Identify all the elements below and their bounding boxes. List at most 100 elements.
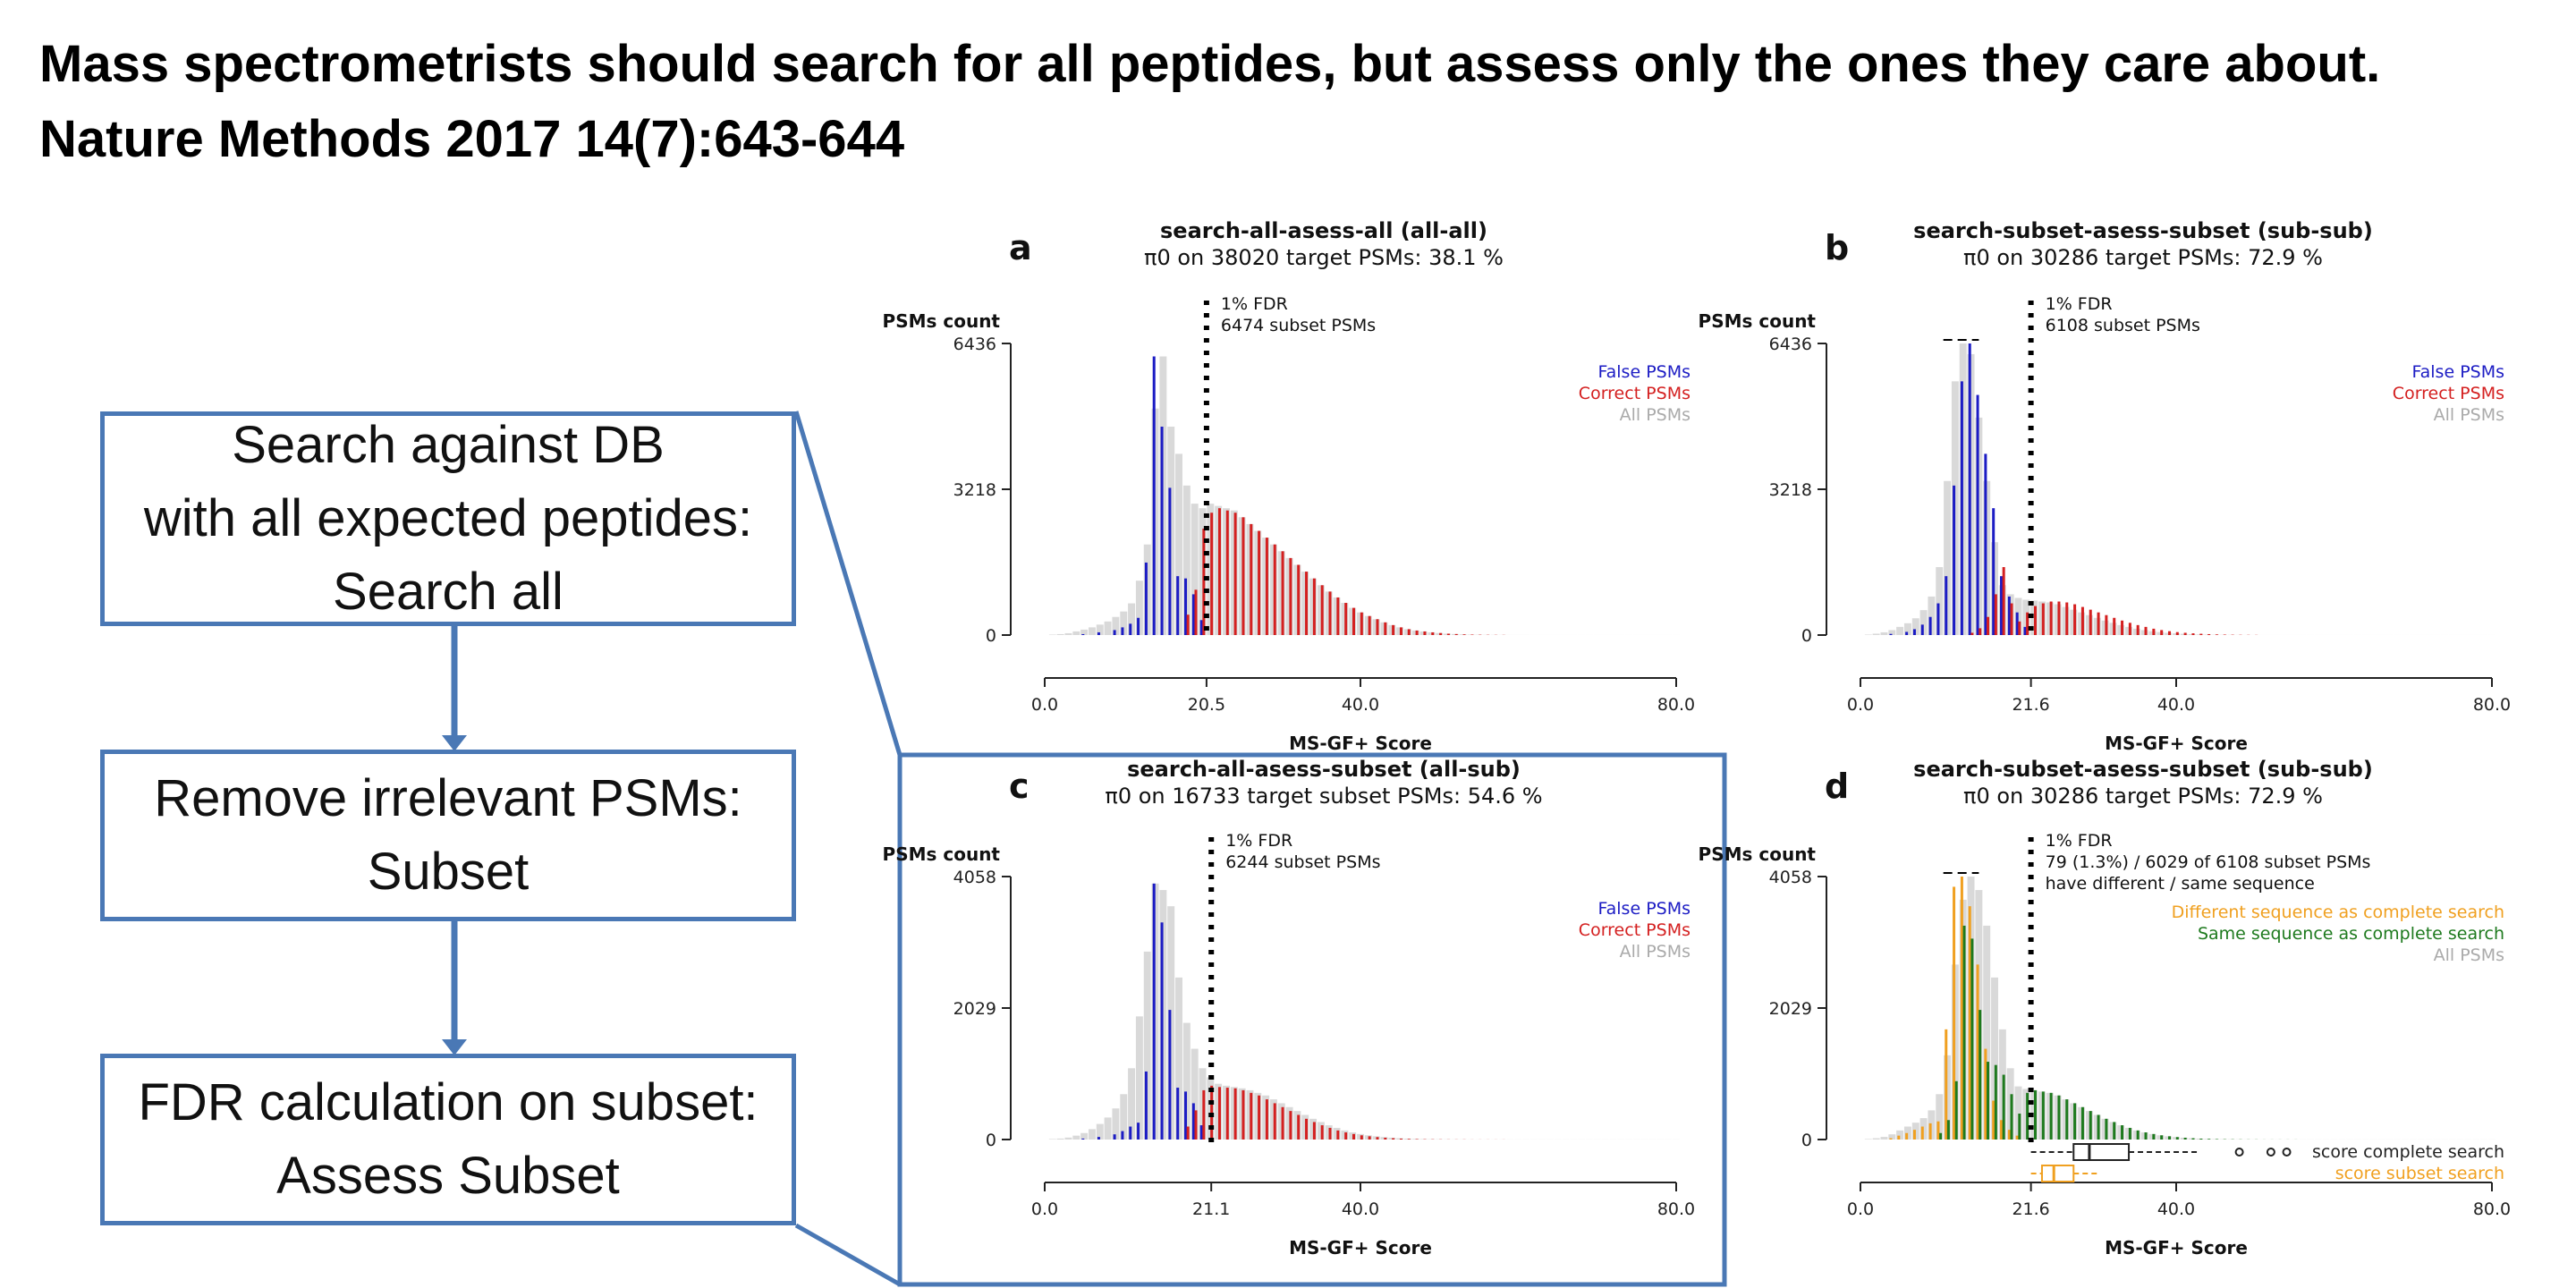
bar-same-sequence bbox=[2002, 1074, 2005, 1140]
bar-correct-psms bbox=[2049, 601, 2053, 635]
bar-all-psms bbox=[1888, 630, 1896, 635]
x-tick-label: 40.0 bbox=[1342, 695, 1379, 715]
legend-entry: Different sequence as complete search bbox=[2172, 902, 2504, 922]
bar-false-psms bbox=[1137, 1123, 1140, 1140]
bar-correct-psms bbox=[1305, 572, 1309, 635]
bar-false-psms bbox=[2000, 576, 2004, 635]
bar-correct-psms bbox=[1312, 578, 1316, 635]
legend-entry: Same sequence as complete search bbox=[2198, 924, 2504, 944]
bar-correct-psms bbox=[1407, 629, 1411, 635]
bar-correct-psms bbox=[1258, 530, 1261, 635]
y-tick-label: 2029 bbox=[1769, 999, 1812, 1019]
bar-same-sequence bbox=[2097, 1114, 2100, 1140]
bar-correct-psms bbox=[1392, 624, 1395, 635]
boxplot-label: score complete search bbox=[2312, 1142, 2504, 1162]
bar-correct-psms bbox=[1320, 1125, 1324, 1140]
bar-false-psms bbox=[1144, 562, 1148, 635]
bar-all-psms bbox=[1120, 611, 1128, 635]
bar-same-sequence bbox=[1962, 925, 1966, 1140]
boxplot-box bbox=[2040, 1165, 2075, 1182]
title-line-2: Nature Methods 2017 14(7):643-644 bbox=[39, 110, 905, 168]
bar-correct-psms bbox=[1431, 631, 1435, 635]
bar-same-sequence bbox=[2010, 1094, 2013, 1140]
y-axis-label: PSMs count bbox=[1699, 310, 1817, 332]
chart-subtitle: π0 on 30286 target PSMs: 72.9 % bbox=[1963, 245, 2323, 270]
chart-title: search-all-asess-all (all-all) bbox=[1160, 218, 1487, 243]
bar-all-psms bbox=[1088, 627, 1096, 635]
bar-false-psms bbox=[1928, 616, 1932, 635]
bar-correct-psms bbox=[2073, 604, 2077, 635]
legend-entry: Correct PSMs bbox=[1579, 384, 1690, 403]
bar-correct-psms bbox=[1210, 513, 1214, 635]
bar-correct-psms bbox=[1289, 557, 1292, 635]
y-axis-label: PSMs count bbox=[883, 310, 1001, 332]
x-axis-label: MS-GF+ Score bbox=[2105, 1237, 2248, 1258]
chart-panel-c: c search-all-asess-subset (all-sub)π0 on … bbox=[883, 757, 1696, 1258]
connector-top bbox=[793, 411, 902, 756]
bar-correct-psms bbox=[2002, 567, 2005, 635]
bar-same-sequence bbox=[2033, 1089, 2037, 1140]
bar-different-sequence bbox=[1945, 1029, 1948, 1140]
bar-correct-psms bbox=[1233, 513, 1237, 635]
bar-false-psms bbox=[1129, 623, 1132, 635]
bar-false-psms bbox=[1176, 576, 1180, 635]
bar-correct-psms bbox=[1225, 510, 1229, 635]
bar-same-sequence bbox=[1946, 1120, 1950, 1140]
bar-all-psms bbox=[1182, 485, 1191, 635]
bar-all-psms bbox=[1143, 951, 1151, 1140]
bar-correct-psms bbox=[1344, 603, 1348, 635]
bar-correct-psms bbox=[1423, 631, 1427, 635]
bar-all-psms bbox=[1991, 977, 1998, 1140]
bar-all-psms bbox=[1096, 624, 1104, 635]
flow-step-3-line-2: Assess Subset bbox=[276, 1147, 620, 1205]
bar-correct-psms bbox=[1360, 1135, 1363, 1140]
chart-subtitle: π0 on 30286 target PSMs: 72.9 % bbox=[1963, 784, 2323, 809]
bar-different-sequence bbox=[1897, 1135, 1901, 1140]
bar-same-sequence bbox=[1987, 1062, 1990, 1140]
bar-correct-psms bbox=[2191, 633, 2195, 635]
bar-correct-psms bbox=[1376, 1137, 1379, 1140]
bar-correct-psms bbox=[2018, 621, 2021, 635]
bar-different-sequence bbox=[1960, 877, 1963, 1140]
charts-group: a search-all-asess-all (all-all)π0 on 380… bbox=[883, 218, 2512, 1258]
bar-correct-psms bbox=[2152, 628, 2156, 635]
bar-correct-psms bbox=[1194, 1110, 1198, 1140]
bar-same-sequence bbox=[2073, 1103, 2077, 1140]
bar-different-sequence bbox=[1936, 1121, 1940, 1140]
bar-false-psms bbox=[1168, 487, 1172, 635]
y-tick-label: 0 bbox=[986, 1131, 996, 1150]
bar-false-psms bbox=[1152, 356, 1156, 635]
bar-correct-psms bbox=[1336, 597, 1340, 635]
bar-false-psms bbox=[1191, 1103, 1195, 1140]
y-axis-label: PSMs count bbox=[883, 843, 1001, 865]
bar-correct-psms bbox=[2160, 630, 2164, 635]
bar-correct-psms bbox=[1281, 1106, 1284, 1140]
bar-all-psms bbox=[1072, 631, 1080, 635]
bar-correct-psms bbox=[1258, 1095, 1261, 1140]
bar-correct-psms bbox=[2113, 617, 2116, 635]
legend-entry: False PSMs bbox=[1597, 899, 1690, 919]
bar-correct-psms bbox=[2026, 612, 2029, 635]
bar-false-psms bbox=[1889, 633, 1893, 635]
fdr-count: 6474 subset PSMs bbox=[1221, 316, 1376, 335]
bar-all-psms bbox=[1896, 626, 1904, 635]
x-tick-label: 21.6 bbox=[2012, 1199, 2049, 1219]
legend-entry: False PSMs bbox=[1597, 362, 1690, 382]
chart-panel-a: a search-all-asess-all (all-all)π0 on 380… bbox=[883, 218, 1696, 754]
bar-false-psms bbox=[1081, 1138, 1085, 1140]
bar-all-psms bbox=[1880, 1137, 1888, 1140]
bar-correct-psms bbox=[1233, 1088, 1237, 1140]
bar-correct-psms bbox=[1202, 1089, 1206, 1140]
flow-step-assess-subset: FDR calculation on subset: Assess Subset bbox=[100, 1054, 796, 1225]
bar-false-psms bbox=[1960, 381, 1963, 635]
bar-false-psms bbox=[1121, 1131, 1124, 1140]
bar-same-sequence bbox=[2089, 1111, 2092, 1140]
chart-title: search-subset-asess-subset (sub-sub) bbox=[1913, 757, 2373, 782]
bar-false-psms bbox=[1953, 485, 1956, 635]
bar-correct-psms bbox=[1368, 615, 1371, 635]
legend-entry: All PSMs bbox=[2434, 945, 2504, 965]
flow-step-1-line-3: Search all bbox=[333, 563, 564, 621]
bar-correct-psms bbox=[1297, 564, 1301, 635]
bar-correct-psms bbox=[1210, 1085, 1214, 1140]
